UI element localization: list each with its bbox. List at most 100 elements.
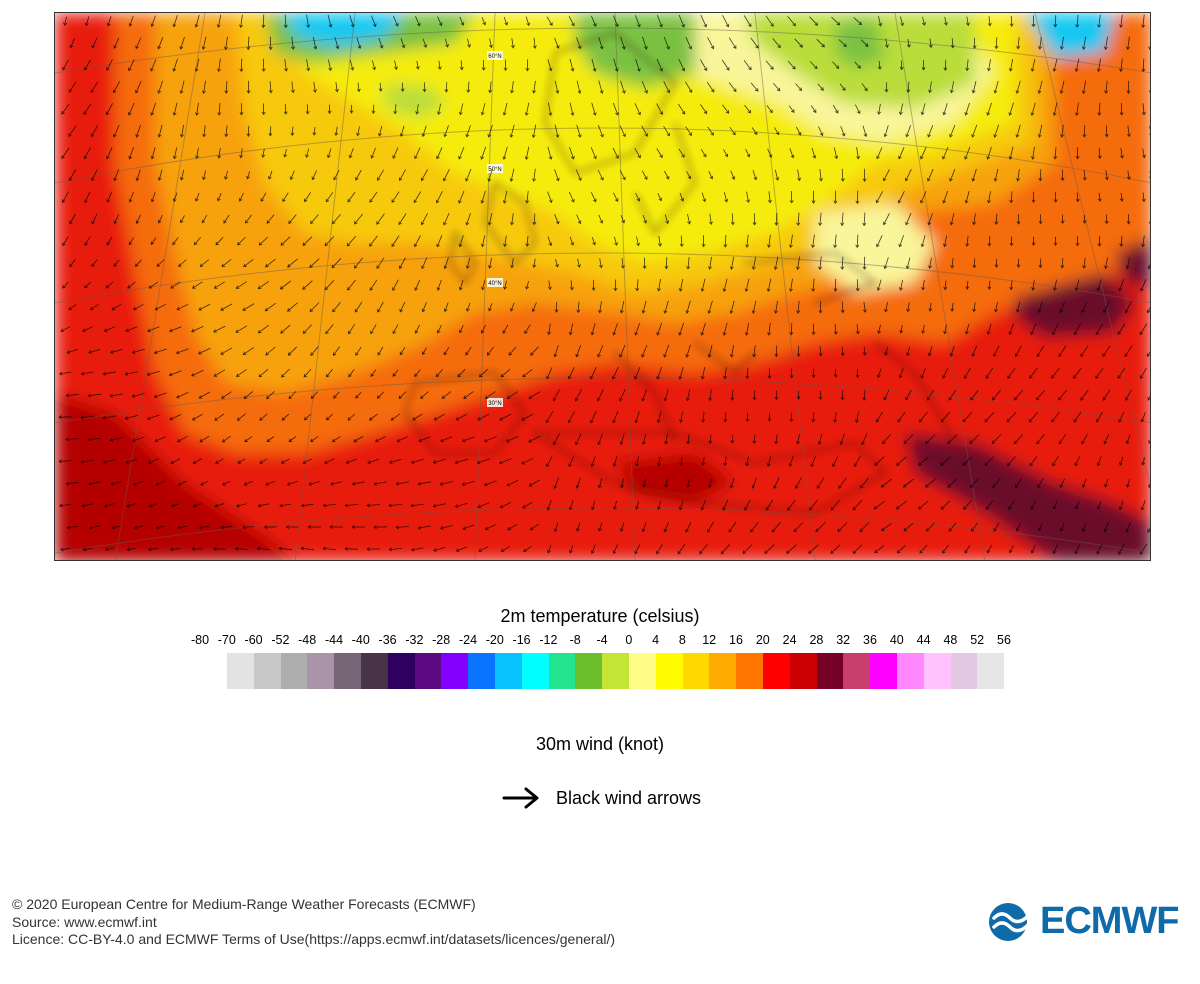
wind-arrow	[235, 503, 247, 508]
wind-arrow	[774, 212, 779, 226]
wind-arrow	[722, 322, 728, 336]
wind-arrow	[178, 259, 187, 268]
wind-arrow	[354, 257, 363, 269]
wind-arrow	[987, 280, 992, 291]
wind-arrow	[855, 190, 860, 205]
wind-arrow	[992, 478, 1001, 489]
wind-arrow	[398, 391, 407, 399]
wind-legend-item: Black wind arrows	[502, 786, 701, 810]
wind-arrow	[971, 522, 978, 532]
wind-arrow	[840, 125, 846, 137]
wind-arrows	[58, 14, 1150, 555]
wind-arrow	[213, 325, 226, 333]
wind-arrow	[679, 411, 683, 424]
wind-arrow	[598, 301, 603, 314]
wind-arrow	[422, 82, 427, 93]
wind-arrow	[170, 458, 181, 465]
wind-arrow	[532, 80, 536, 94]
wind-arrow	[701, 235, 706, 248]
wind-arrow	[455, 413, 468, 421]
wind-arrow	[532, 213, 537, 226]
wind-arrow	[131, 348, 145, 354]
wind-arrow	[743, 60, 752, 71]
wind-arrow	[919, 411, 928, 423]
graticule-label-box	[487, 51, 503, 60]
wind-arrow	[767, 191, 772, 204]
wind-arrow	[268, 126, 273, 137]
wind-arrow	[69, 38, 75, 49]
wind-arrow	[656, 14, 663, 28]
wind-arrow	[818, 256, 823, 271]
wind-arrow	[84, 59, 91, 71]
wind-arrow	[531, 124, 537, 139]
wind-arrow	[862, 256, 867, 270]
wind-arrow	[266, 214, 275, 224]
wind-arrow	[1060, 169, 1065, 182]
wind-arrow	[502, 102, 508, 116]
wind-arrow	[750, 82, 759, 92]
wind-arrow	[852, 499, 863, 511]
wind-arrow	[883, 125, 889, 138]
wind-arrow	[568, 16, 575, 27]
wind-arrow	[896, 544, 906, 554]
wind-arrow	[1149, 125, 1150, 136]
wind-arrow	[787, 15, 796, 27]
wind-arrow	[707, 344, 713, 358]
wind-arrow	[590, 15, 597, 27]
wind-arrow	[1148, 170, 1150, 179]
wind-arrow	[833, 234, 838, 249]
wind-arrow	[765, 15, 774, 27]
wind-arrow	[555, 258, 559, 268]
wind-arrow	[795, 477, 802, 489]
wind-arrow	[569, 58, 575, 72]
wind-arrow	[103, 326, 115, 333]
wind-arrow	[612, 147, 619, 159]
wind-arrow	[347, 279, 356, 291]
graticule-label: 60°N	[488, 54, 501, 60]
wind-arrow	[177, 525, 188, 530]
wind-arrow	[1125, 434, 1131, 445]
wind-arrow	[436, 235, 443, 248]
wind-arrow	[862, 212, 867, 227]
wind-arrow	[1126, 214, 1131, 225]
wind-arrow	[854, 411, 860, 424]
wind-arrow	[708, 389, 713, 402]
colorbar-tick-label: 52	[970, 633, 985, 647]
wind-arrow	[920, 146, 927, 160]
wind-arrow	[169, 326, 182, 333]
arrow-right-icon	[502, 787, 539, 809]
wind-arrow	[398, 213, 407, 226]
wind-arrow	[305, 148, 310, 159]
wind-arrow	[80, 371, 94, 376]
wind-arrow	[148, 547, 159, 552]
wind-arrow	[873, 500, 886, 510]
wind-arrow	[832, 455, 839, 468]
colorbar-tick-label: 28	[809, 633, 824, 647]
wind-arrow	[466, 81, 471, 94]
wind-arrow	[569, 102, 575, 117]
colorbar-swatch	[387, 653, 415, 689]
wind-arrow	[1053, 236, 1058, 246]
wind-arrow	[283, 14, 288, 29]
wind-arrow	[369, 413, 378, 421]
wind-arrow	[420, 213, 428, 226]
wind-arrow	[678, 278, 684, 292]
wind-arrow	[328, 59, 333, 72]
wind-arrow	[483, 480, 497, 487]
wind-arrow	[302, 236, 313, 246]
wind-arrow	[723, 192, 729, 203]
wind-arrow	[925, 478, 936, 488]
wind-arrow	[817, 83, 824, 91]
wind-arrow	[481, 59, 486, 71]
wind-arrow	[612, 544, 618, 555]
wind-arrow	[329, 524, 344, 529]
wind-arrow	[1082, 124, 1087, 138]
wind-arrow	[281, 368, 290, 378]
wind-arrow	[963, 500, 972, 510]
wind-arrow	[1058, 389, 1067, 401]
wind-arrow	[288, 436, 297, 442]
wind-arrow	[503, 235, 508, 248]
wind-arrow	[1103, 434, 1110, 445]
wind-arrow	[421, 257, 428, 270]
wind-arrow	[885, 38, 889, 49]
